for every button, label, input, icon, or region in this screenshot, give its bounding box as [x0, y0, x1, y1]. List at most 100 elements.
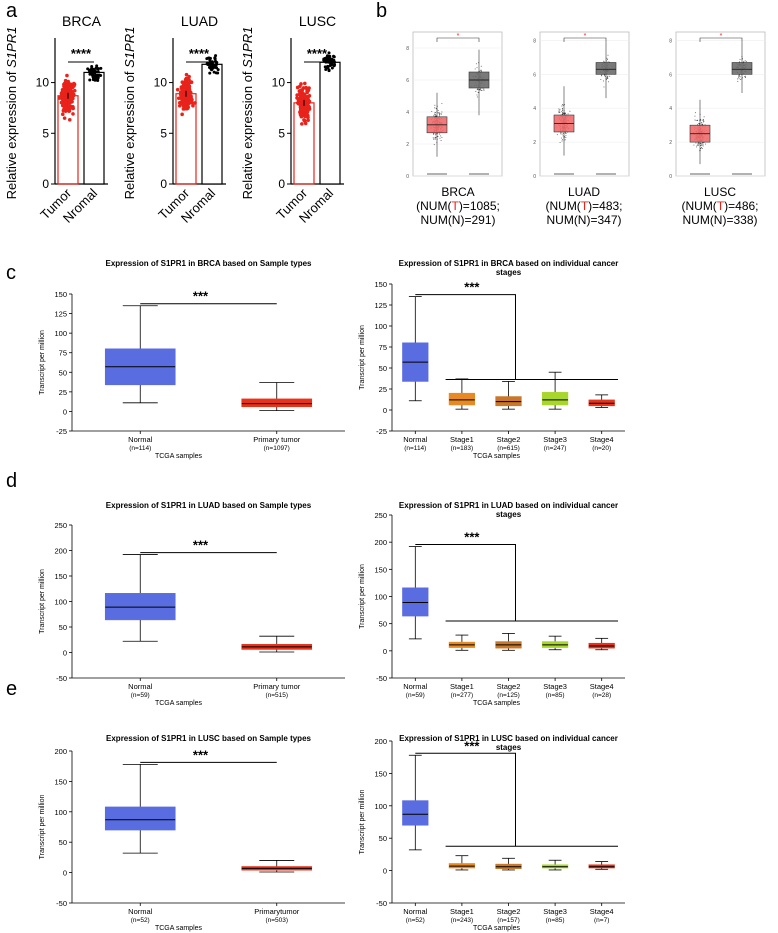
significance-label: **** [189, 46, 210, 61]
x-count-label: (n=615) [497, 445, 520, 452]
data-point [71, 112, 75, 116]
data-point [606, 60, 608, 62]
data-point [701, 147, 702, 149]
x-tick-label: Stage2 [497, 907, 521, 916]
data-point [600, 79, 602, 80]
data-point [743, 60, 745, 62]
significance-label: **** [71, 46, 92, 61]
y-tick-label: 100 [374, 322, 387, 331]
y-tick-label: 75 [59, 349, 67, 358]
data-point [437, 112, 439, 114]
data-point [439, 112, 440, 114]
data-point [438, 113, 440, 115]
data-point [189, 80, 193, 84]
data-point [703, 121, 705, 123]
y-tick-label: 150 [54, 290, 67, 299]
data-point [86, 67, 90, 71]
y-axis-label: Transcript per million [39, 795, 46, 860]
y-tick-label: 100 [374, 593, 387, 602]
data-point [180, 87, 184, 91]
data-point [483, 88, 485, 90]
data-point [296, 102, 301, 106]
data-point [62, 116, 67, 120]
data-point [701, 119, 703, 121]
data-point [189, 100, 193, 105]
x-tick-label: Normal [128, 682, 153, 691]
y-tick-label: 6 [669, 72, 672, 78]
panel-a-title: LUSC [299, 13, 336, 29]
x-tick-label: Primary tumor [253, 682, 301, 691]
data-point [96, 69, 100, 73]
x-count-label: (n=7) [594, 917, 609, 924]
data-point [94, 74, 98, 78]
x-tick-label: Stage1 [450, 907, 474, 916]
data-point [65, 73, 69, 78]
data-point [702, 119, 704, 120]
significance-label: *** [193, 289, 209, 304]
data-point [559, 142, 561, 143]
data-point [434, 113, 436, 115]
y-tick-label: 150 [374, 565, 387, 574]
data-point [603, 60, 605, 62]
data-point [432, 137, 434, 139]
data-point [184, 105, 188, 110]
plot-frame [539, 31, 630, 177]
data-point [607, 61, 609, 63]
y-tick-label: 0 [383, 406, 387, 415]
y-tick-label: 0 [406, 174, 409, 180]
panel-letter-d: d [6, 470, 18, 492]
y-tick-label: 25 [379, 385, 387, 394]
plot-frame [412, 31, 503, 177]
significance-label: * [457, 33, 460, 40]
data-point [440, 114, 442, 116]
y-tick-label: 0 [63, 407, 67, 416]
y-tick-label: -50 [56, 674, 67, 683]
dots-tumor [57, 73, 77, 122]
x-count-label: (n=247) [544, 445, 567, 452]
data-point [562, 104, 564, 106]
data-point [330, 66, 334, 70]
data-point [480, 89, 481, 90]
panel-a-title: LUAD [181, 13, 218, 29]
data-point [303, 121, 308, 126]
data-point [561, 107, 563, 109]
y-tick-label: 10 [272, 76, 286, 90]
data-point [607, 77, 609, 79]
data-point [213, 59, 217, 63]
x-tick-label: Normal [128, 907, 153, 916]
data-point [299, 88, 304, 93]
y-tick-label: 2 [406, 142, 409, 148]
data-point [556, 134, 558, 136]
data-point [483, 89, 485, 91]
x-tick-label: Normal [403, 907, 428, 916]
chart-title: stages [496, 268, 522, 277]
y-axis-label: Transcript per million [39, 330, 46, 395]
box [402, 587, 429, 617]
box [104, 806, 176, 831]
data-point [186, 96, 191, 101]
data-point [176, 96, 181, 101]
data-point [88, 72, 92, 76]
data-point [740, 78, 742, 80]
data-point [569, 110, 571, 112]
y-tick-label: 6 [533, 72, 536, 78]
data-point [603, 80, 605, 82]
y-tick-label: 8 [406, 46, 409, 52]
y-tick-label: 200 [374, 737, 387, 746]
data-point [561, 108, 563, 110]
data-point [440, 140, 442, 142]
y-tick-label: 50 [59, 838, 67, 847]
data-point [739, 76, 741, 78]
data-point [480, 65, 482, 67]
data-point [327, 51, 331, 55]
y-tick-label: 200 [54, 747, 67, 756]
x-count-label: (n=503) [265, 917, 288, 924]
x-tick-label: Normal [128, 435, 153, 444]
plot-frame [675, 31, 766, 177]
data-point [737, 80, 739, 82]
data-point [475, 63, 477, 65]
significance-label: * [720, 33, 723, 40]
data-point [434, 104, 436, 106]
data-point [476, 94, 478, 96]
data-point [72, 84, 76, 88]
